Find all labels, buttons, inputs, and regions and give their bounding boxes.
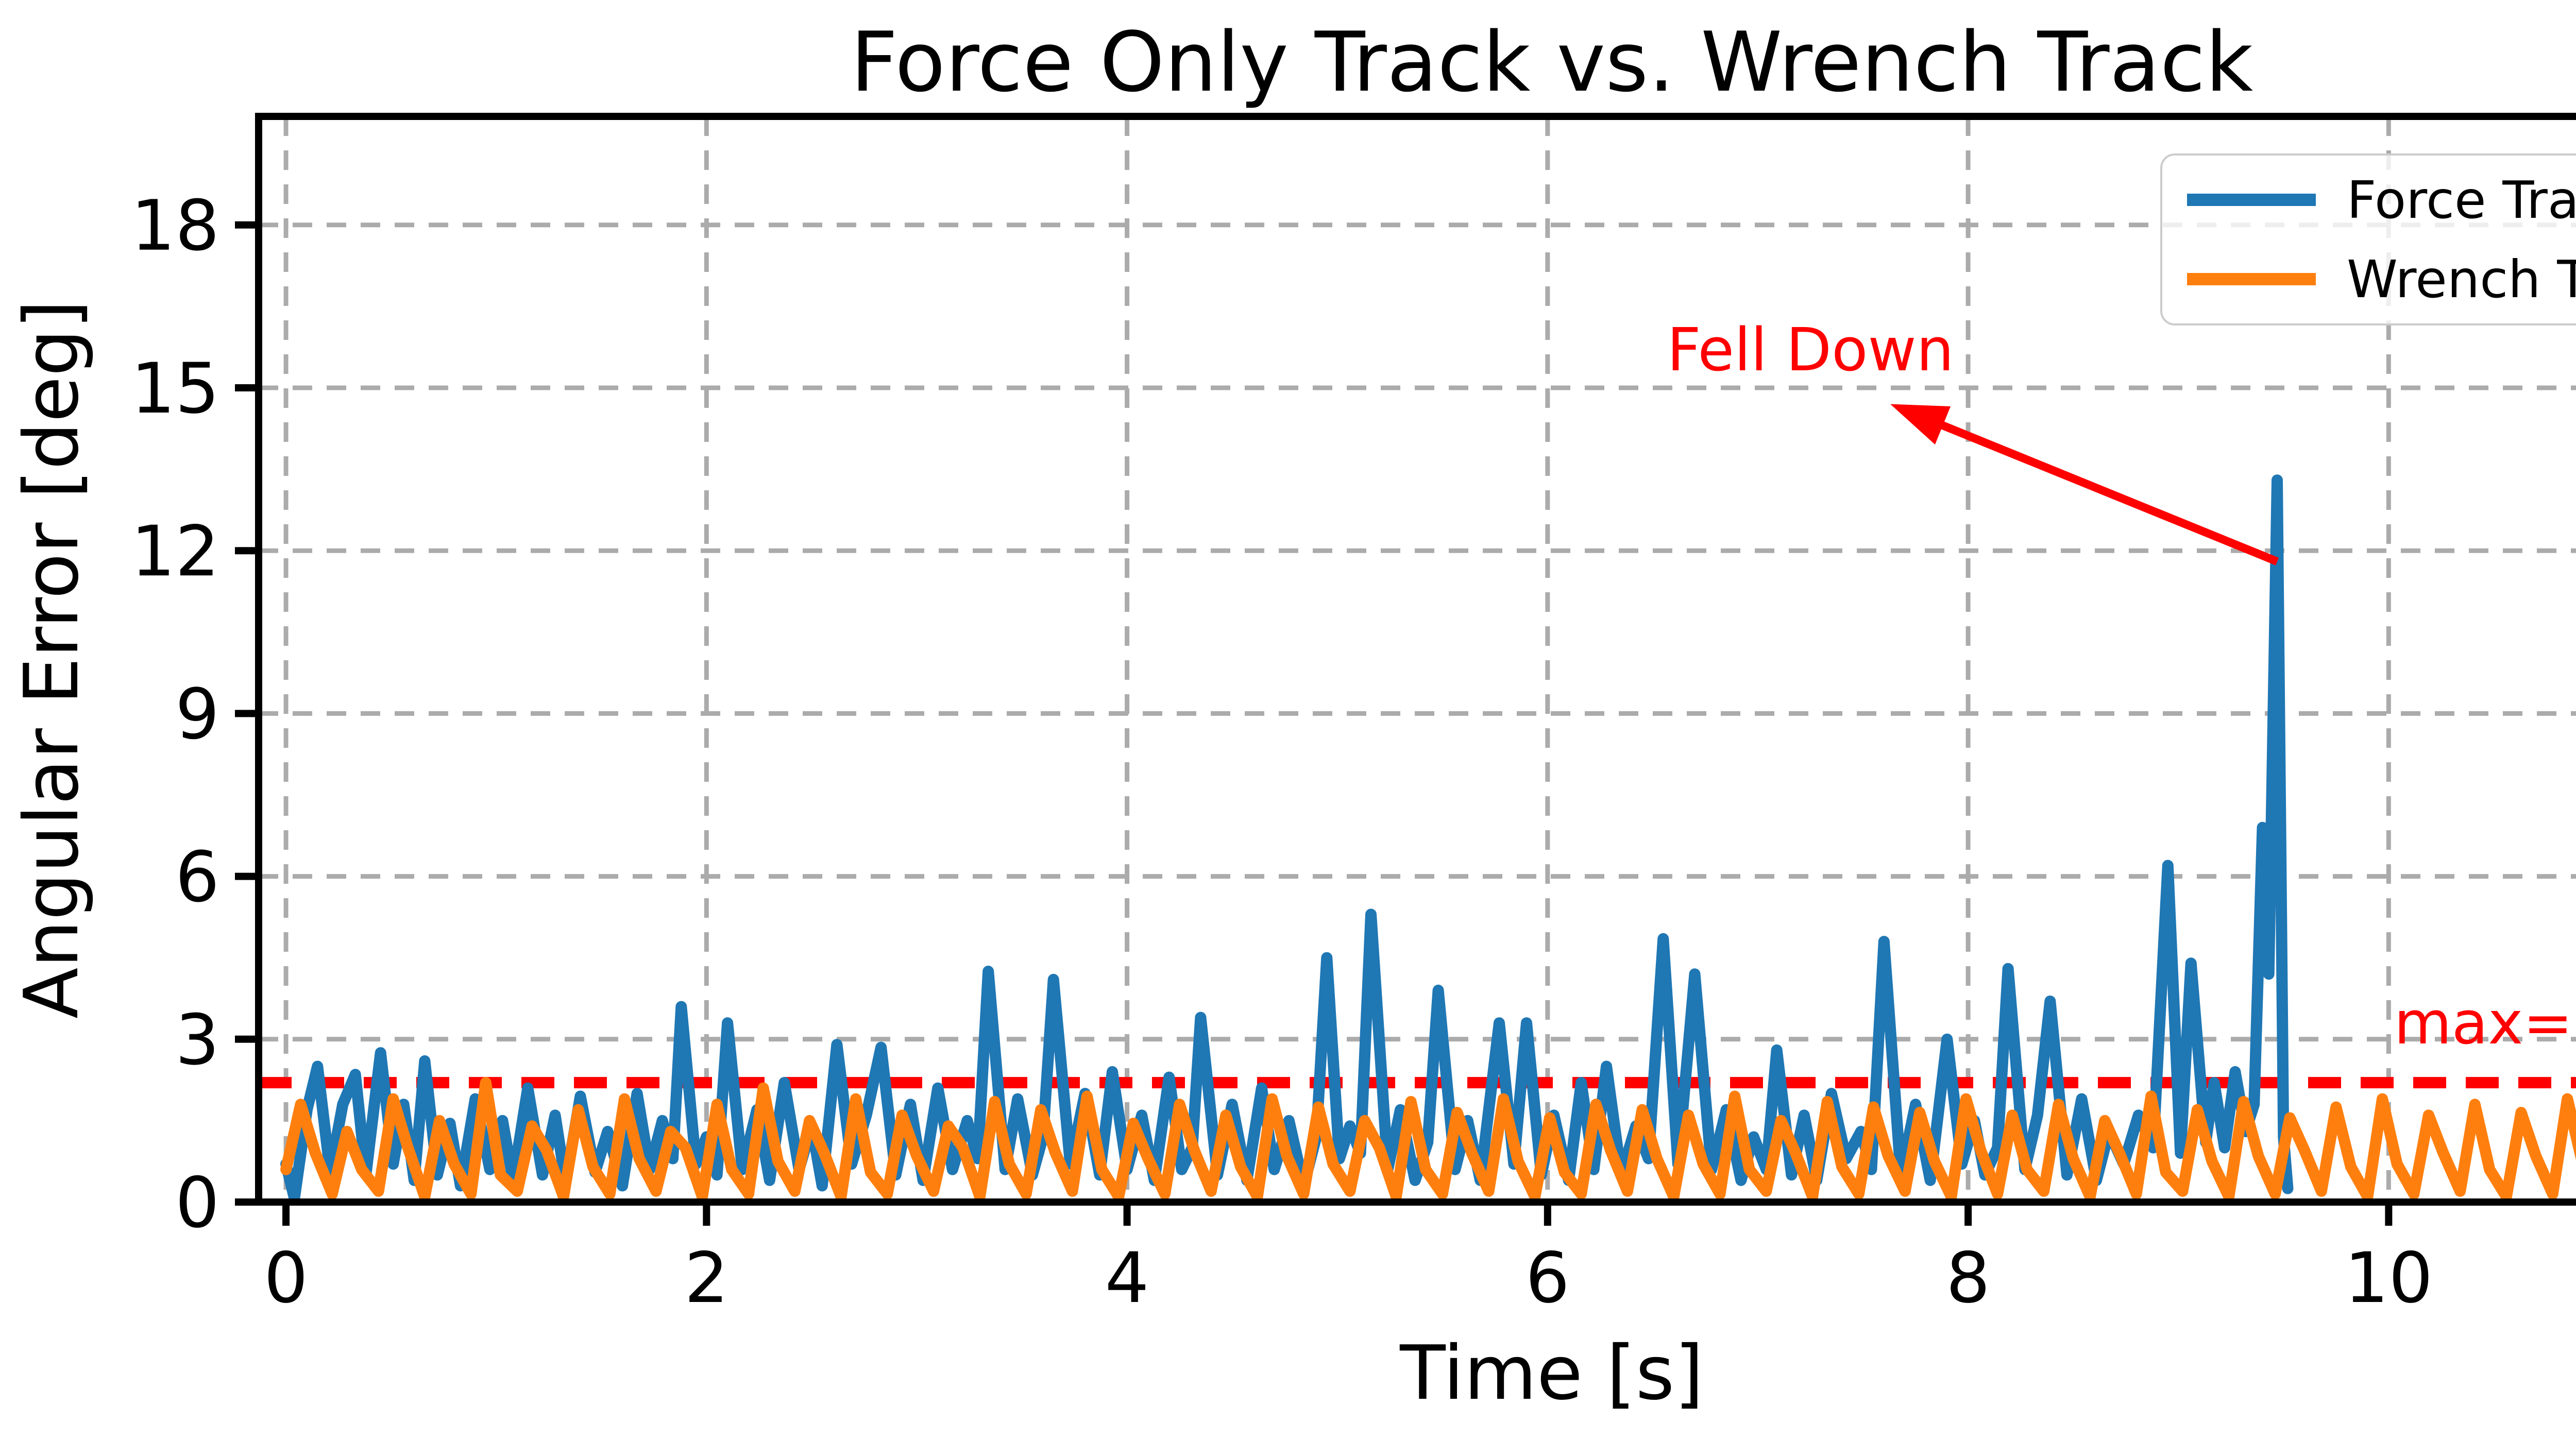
x-axis-label: Time [s] bbox=[1399, 1330, 1704, 1417]
tick-labels: 0246810120369121518 bbox=[131, 185, 2433, 1318]
data-series bbox=[280, 474, 2576, 1202]
x-tick-label-10: 10 bbox=[2344, 1238, 2433, 1318]
arrow-shaft bbox=[1931, 418, 2279, 565]
x-tick-label-0: 0 bbox=[264, 1238, 308, 1318]
x-tick-label-8: 8 bbox=[1946, 1238, 1990, 1318]
y-tick-label-3: 3 bbox=[175, 1000, 219, 1081]
x-tick-label-4: 4 bbox=[1105, 1238, 1149, 1318]
legend-label-force-track-only: Force Track Only bbox=[2347, 170, 2576, 230]
x-tick-label-2: 2 bbox=[684, 1238, 728, 1318]
series-line-wrench-track bbox=[280, 1077, 2576, 1202]
y-tick-label-12: 12 bbox=[131, 511, 219, 592]
y-tick-label-9: 9 bbox=[175, 674, 219, 755]
x-tick-label-6: 6 bbox=[1526, 1238, 1570, 1318]
y-tick-label-0: 0 bbox=[175, 1162, 219, 1243]
y-tick-label-15: 15 bbox=[131, 348, 219, 429]
max-value-label: max=2.2deg bbox=[2394, 989, 2576, 1058]
legend-label-wrench-track: Wrench Track bbox=[2347, 249, 2576, 310]
fell-down-label: Fell Down bbox=[1667, 316, 1954, 385]
series-line-force-track-only bbox=[280, 474, 2294, 1202]
arrow-head-icon bbox=[1890, 404, 1951, 445]
fell-down-arrow bbox=[1890, 404, 2279, 565]
tick-marks bbox=[235, 221, 2393, 1226]
y-tick-label-18: 18 bbox=[131, 185, 219, 266]
y-tick-label-6: 6 bbox=[175, 837, 219, 918]
legend: Force Track Only Wrench Track bbox=[2160, 153, 2576, 325]
y-axis-label: Angular Error [deg] bbox=[8, 300, 95, 1019]
chart-title: Force Only Track vs. Wrench Track bbox=[851, 14, 2253, 110]
axes-spines bbox=[255, 113, 2576, 1206]
